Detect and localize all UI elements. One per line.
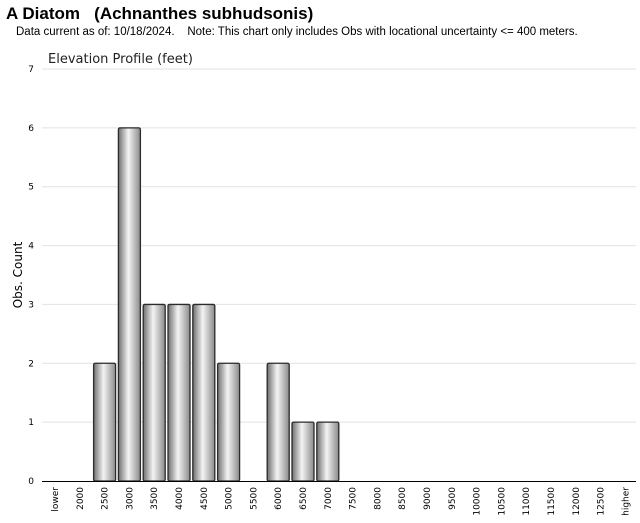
x-tick-label: 4500	[200, 487, 210, 510]
y-tick-label: 0	[28, 477, 34, 487]
y-axis-label: Obs. Count	[11, 241, 25, 308]
x-tick-label: 12500	[597, 487, 607, 516]
y-axis-ticks: 0 1 2 3 4 5 6 7	[28, 65, 34, 487]
x-tick-label: 5000	[225, 487, 235, 510]
data-note: Data current as of: 10/18/2024. Note: Th…	[16, 26, 578, 38]
x-tick-label: 2500	[101, 487, 111, 510]
x-tick-label: 7000	[324, 487, 334, 510]
x-tick-label: 5500	[249, 487, 259, 510]
x-tick-label: 8500	[398, 487, 408, 510]
x-tick-label: higher	[621, 487, 631, 516]
bar-3500	[142, 303, 166, 482]
x-tick-label: 11500	[547, 487, 557, 516]
x-tick-label: 3000	[125, 487, 135, 510]
x-tick-label: 2000	[76, 487, 86, 510]
chart-title: Elevation Profile (feet)	[48, 52, 193, 67]
x-axis-ticks: lower 2000 2500 3000 3500 4000 4500 5000 5500 600…	[51, 487, 631, 516]
x-tick-label: 6000	[274, 487, 284, 510]
bar-2500	[92, 362, 117, 482]
y-tick-label: 6	[28, 124, 34, 134]
y-tick-label: 1	[28, 418, 34, 428]
bar-4000	[167, 303, 191, 482]
bar-7000	[316, 421, 340, 482]
bar-3000	[117, 127, 142, 482]
x-tick-label: 9500	[448, 487, 458, 510]
x-tick-label: 9000	[423, 487, 433, 510]
x-tick-label: 8000	[373, 487, 383, 510]
x-tick-label: 3500	[150, 487, 160, 510]
y-tick-label: 4	[28, 242, 34, 252]
bar-4500	[192, 303, 216, 482]
bar-6000	[266, 362, 290, 482]
x-tick-label: 12000	[572, 487, 582, 516]
x-tick-label: lower	[51, 487, 61, 512]
x-tick-label: 11000	[522, 487, 532, 516]
x-tick-label: 10000	[473, 487, 483, 516]
y-tick-label: 7	[28, 65, 34, 75]
bar-6500	[291, 421, 315, 482]
page-title: A Diatom (Achnanthes subhudsonis)	[6, 4, 314, 23]
x-tick-label: 7500	[349, 487, 359, 510]
y-tick-label: 5	[28, 183, 34, 193]
bar-5000	[216, 362, 241, 482]
y-tick-label: 2	[28, 359, 34, 369]
x-tick-label: 10500	[497, 487, 507, 516]
x-tick-label: 6500	[299, 487, 309, 510]
bars	[92, 127, 340, 482]
x-tick-label: 4000	[175, 487, 185, 510]
y-tick-label: 3	[28, 300, 34, 310]
